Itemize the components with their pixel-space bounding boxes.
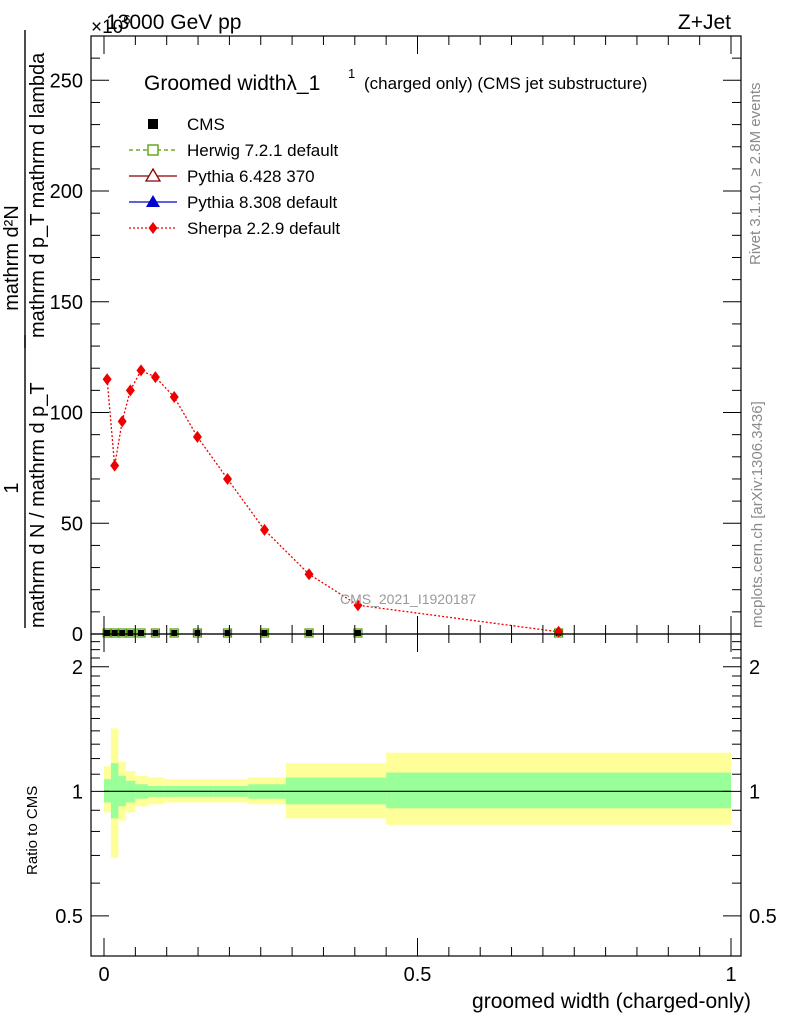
herwig-point [353, 628, 363, 638]
ratio-y-tick-label-right: 2 [749, 657, 760, 679]
ratio-y-tick-label-right: 0.5 [749, 906, 777, 928]
ratio-inner-band-12 [386, 772, 731, 809]
mcplots-label: mcplots.cern.ch [arXiv:1306.3436] [749, 401, 766, 628]
sherpa-point [102, 373, 112, 386]
herwig-point [222, 628, 233, 638]
main-y-tick-label: 150 [50, 292, 83, 314]
sherpa-point [554, 625, 564, 638]
sherpa-point [125, 384, 135, 397]
x-axis-label: groomed width (charged-only) [472, 990, 751, 1013]
ratio-y-label: Ratio to CMS [24, 786, 41, 875]
legend-marker [144, 167, 162, 182]
main-y-tick-label: 0 [72, 624, 83, 646]
legend-entry: Sherpa 2.2.9 default [129, 219, 340, 238]
herwig-point [304, 628, 314, 638]
main-y-tick-label: 250 [50, 70, 83, 92]
herwig-point [169, 628, 179, 638]
analysis-watermark: CMS_2021_I1920187 [340, 591, 476, 607]
legend-label: Pythia 6.428 370 [187, 167, 315, 186]
x-tick-label: 0.5 [404, 964, 432, 986]
sherpa-point [150, 371, 160, 384]
sherpa-point [192, 430, 202, 443]
legend-label: CMS [187, 115, 225, 134]
y-label-den1: mathrm d N / mathrm d p_T [27, 382, 49, 628]
cms-point [137, 630, 144, 636]
x-tick-label: 0 [98, 964, 109, 986]
cms-point [111, 630, 118, 636]
herwig-point [125, 628, 135, 638]
cms-point [306, 630, 313, 636]
legend-label: Sherpa 2.2.9 default [187, 219, 340, 238]
sherpa-point [353, 599, 363, 612]
herwig-point [136, 628, 146, 638]
main-y-tick-label: 200 [50, 181, 83, 203]
y-axis-label: 1 mathrm d N / mathrm d p_T mathrm d²N m… [1, 30, 49, 628]
y-label-num2: mathrm d²N [1, 205, 23, 311]
legend-marker [148, 119, 158, 129]
cms-point [171, 630, 178, 636]
legend-marker [147, 144, 159, 156]
sherpa-point [304, 568, 314, 581]
cms-point [104, 630, 111, 636]
y-label-num1: 1 [1, 482, 23, 493]
rivet-label: Rivet 3.1.10, ≥ 2.8M events [747, 83, 764, 266]
herwig-point [150, 628, 161, 638]
herwig-point [192, 628, 203, 638]
plot-title: Groomed widthλ_1 [144, 72, 320, 95]
plot-frames [90, 35, 742, 957]
ratio-y-tick-label: 1 [72, 781, 83, 803]
header-right: Z+Jet [678, 11, 731, 34]
y-multiplier: ×106 [91, 12, 130, 38]
axis-ticks: 0 50 100 150 200 250 0 0.5 1 0.5 0.5 1 1 2 2 [50, 35, 777, 986]
legend-entry: Herwig 7.2.1 default [129, 141, 338, 160]
sherpa-point [260, 523, 270, 536]
header-left: 13000 GeV pp [106, 11, 241, 34]
legend-marker [146, 195, 160, 207]
cms-point [354, 630, 361, 636]
legend-label: Pythia 8.308 default [187, 193, 338, 212]
legend-entry: Pythia 6.428 370 [129, 167, 315, 186]
x-tick-label: 1 [725, 964, 736, 986]
sherpa-point [169, 391, 179, 404]
ratio-y-tick-label: 0.5 [55, 906, 83, 928]
legend-label: Herwig 7.2.1 default [187, 141, 338, 160]
main-series-layer [102, 364, 564, 638]
sherpa-point [223, 472, 233, 485]
cms-point [119, 630, 126, 636]
ratio-bands [104, 728, 731, 859]
y-label-den2: mathrm d p_T mathrm d lambda [27, 52, 49, 338]
plot-title-superscript: 1 [348, 66, 355, 81]
ratio-frame [90, 633, 742, 957]
plot-title-subtitle: (charged only) (CMS jet substructure) [364, 74, 647, 93]
cms-point [194, 630, 201, 636]
cms-point [261, 630, 268, 636]
main-y-tick-label: 50 [61, 513, 83, 535]
sherpa-point [117, 415, 127, 428]
legend: CMS Herwig 7.2.1 default Pythia 6.428 370 P… [129, 115, 340, 238]
sherpa-line [106, 369, 559, 633]
cms-point [152, 630, 159, 636]
legend-entry: Pythia 8.308 default [129, 193, 338, 212]
ratio-y-tick-label: 2 [72, 657, 83, 679]
ratio-y-tick-label-right: 1 [749, 781, 760, 803]
cms-point [224, 630, 231, 636]
cms-point [127, 630, 134, 636]
sherpa-point [110, 459, 120, 472]
legend-marker [148, 222, 158, 234]
main-y-tick-label: 100 [50, 403, 83, 425]
sherpa-point [136, 364, 146, 377]
legend-entry: CMS [148, 115, 225, 134]
